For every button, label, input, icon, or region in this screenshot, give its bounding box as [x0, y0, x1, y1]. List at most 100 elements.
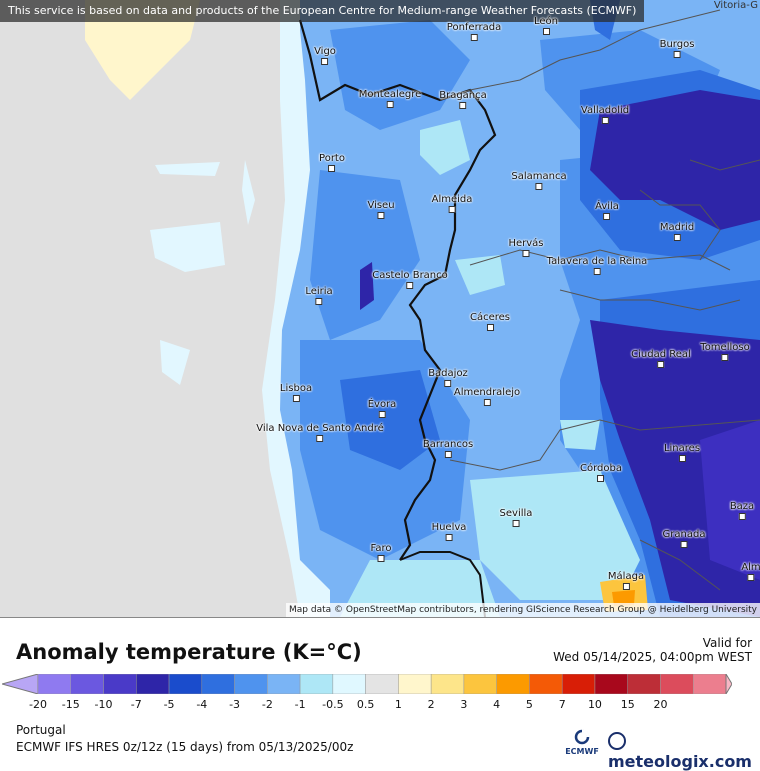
- city-marker: [622, 583, 630, 590]
- city-marker: [377, 212, 385, 219]
- color-scale-ticks: -20 -15 -10 -7 -5 -4 -3 -2 -1 -0.5 0.5 1 2 3 4 5 7 10 15 20: [0, 698, 760, 712]
- city-label: Barrancos: [423, 439, 473, 458]
- scale-tick-label: -0.5: [322, 698, 344, 711]
- city-marker: [747, 574, 755, 581]
- scale-swatch: [463, 674, 497, 694]
- map-attribution[interactable]: Map data © OpenStreetMap contributors, r…: [286, 603, 760, 617]
- ecmwf-banner: This service is based on data and produc…: [0, 0, 645, 22]
- meteologix-logo[interactable]: meteologix.com: [608, 732, 760, 771]
- city-name: Badajoz: [428, 368, 468, 379]
- city-marker: [386, 101, 394, 108]
- city-marker: [470, 34, 478, 41]
- scale-arrow-high: [725, 674, 732, 694]
- city-marker: [603, 213, 611, 220]
- city-name: Ciudad Real: [631, 349, 691, 360]
- valid-time: Valid for Wed 05/14/2025, 04:00pm WEST: [553, 636, 752, 664]
- city-name: Salamanca: [511, 171, 567, 182]
- scale-tick-label: 10: [587, 698, 602, 711]
- city-marker: [535, 183, 543, 190]
- scale-tick-label: 0.5: [356, 698, 375, 711]
- scale-swatch: [267, 674, 301, 694]
- city-marker: [522, 250, 530, 257]
- city-label: Tomelloso: [700, 342, 750, 361]
- scale-tick-label: 15: [620, 698, 635, 711]
- city-marker: [512, 520, 520, 527]
- scale-tick-label: 20: [653, 698, 668, 711]
- city-name: Almendralejo: [453, 387, 521, 398]
- city-name: Castelo Branco: [372, 270, 448, 281]
- city-label: Bragança: [439, 90, 487, 109]
- city-name: Baza: [729, 501, 755, 512]
- scale-swatch: [70, 674, 104, 694]
- scale-tick-label: -7: [130, 698, 142, 711]
- scale-swatch: [529, 674, 563, 694]
- ecmwf-logo[interactable]: ECMWF: [560, 728, 604, 756]
- city-name: Viseu: [367, 200, 395, 211]
- legend-title: Anomaly temperature (K=°C): [16, 640, 362, 664]
- city-label: Almendralejo: [454, 387, 520, 406]
- corner-city-label: Vitoria-G: [713, 0, 758, 11]
- city-label: Lisboa: [280, 383, 312, 402]
- city-label: Badajoz: [428, 368, 468, 387]
- city-marker: [328, 165, 336, 172]
- city-name: Sevilla: [499, 508, 533, 519]
- city-marker: [486, 324, 494, 331]
- scale-tick-label: -2: [261, 698, 273, 711]
- city-marker: [292, 395, 300, 402]
- city-label: Salamanca: [511, 171, 567, 190]
- city-label: Porto: [319, 153, 345, 172]
- ecmwf-logo-icon: [574, 729, 590, 745]
- scale-swatch: [136, 674, 170, 694]
- region-label: Portugal: [16, 723, 66, 737]
- city-marker: [321, 58, 329, 65]
- scale-swatch: [660, 674, 694, 694]
- city-name: Leiria: [305, 286, 333, 297]
- weather-map[interactable]: This service is based on data and produc…: [0, 0, 760, 617]
- city-name: Alm: [741, 562, 760, 573]
- city-label: Cáceres: [470, 312, 510, 331]
- city-label: Talavera de la Reina: [546, 256, 648, 275]
- scale-tick-label: -1: [294, 698, 306, 711]
- meteologix-logo-text: meteologix.com: [608, 752, 752, 771]
- city-marker: [593, 268, 601, 275]
- scale-tick-label: 2: [427, 698, 435, 711]
- city-label: Ávila: [595, 201, 619, 220]
- anomaly-field: [85, 0, 760, 617]
- city-label: Leiria: [305, 286, 333, 305]
- city-name: Vila Nova de Santo André: [256, 423, 384, 434]
- city-label: Granada: [663, 529, 705, 548]
- scale-tick-label: 7: [558, 698, 566, 711]
- city-name: Valladolid: [580, 105, 630, 116]
- city-label: Almeida: [432, 194, 472, 213]
- city-name: Bragança: [439, 90, 487, 101]
- model-info: ECMWF IFS HRES 0z/12z (15 days) from 05/…: [16, 740, 354, 754]
- scale-swatch: [201, 674, 235, 694]
- city-label: Ponferrada: [447, 22, 501, 41]
- color-scale-bar: [2, 674, 732, 694]
- scale-tick-label: -4: [196, 698, 208, 711]
- city-name: Montealegre: [358, 89, 422, 100]
- city-label: Linares: [664, 443, 700, 462]
- city-name: Faro: [370, 543, 392, 554]
- scale-tick-label: 5: [525, 698, 533, 711]
- scale-tick-label: 1: [394, 698, 402, 711]
- city-marker: [459, 102, 467, 109]
- scale-tick-label: 4: [493, 698, 501, 711]
- city-label: Castelo Branco: [372, 270, 448, 289]
- scale-swatch: [299, 674, 334, 694]
- city-label: Vila Nova de Santo André: [256, 423, 384, 442]
- city-label: Évora: [368, 399, 396, 418]
- city-name: Ávila: [595, 201, 619, 212]
- valid-time-value: Wed 05/14/2025, 04:00pm WEST: [553, 650, 752, 664]
- city-label: Ciudad Real: [631, 349, 691, 368]
- city-marker: [444, 380, 452, 387]
- city-name: Burgos: [659, 39, 695, 50]
- city-label: Córdoba: [580, 463, 622, 482]
- city-name: Huelva: [431, 522, 467, 533]
- city-marker: [673, 51, 681, 58]
- city-label: Huelva: [431, 522, 467, 541]
- city-name: Vigo: [314, 46, 336, 57]
- city-name: Talavera de la Reina: [546, 256, 648, 267]
- scale-swatch: [398, 674, 432, 694]
- city-name: Córdoba: [580, 463, 622, 474]
